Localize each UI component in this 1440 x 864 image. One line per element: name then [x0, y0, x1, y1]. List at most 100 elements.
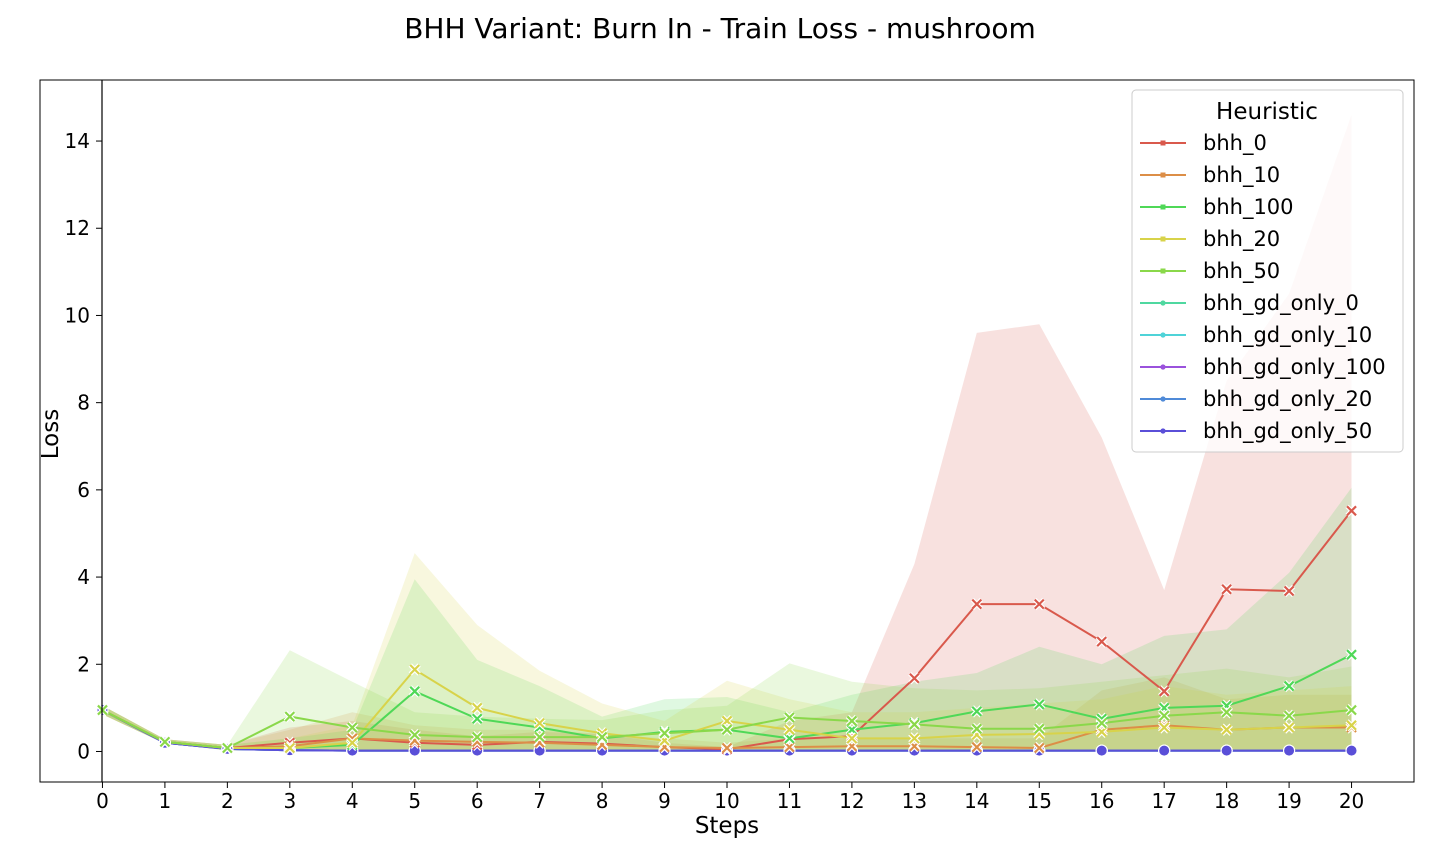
x-tick-label-6: 6 [471, 789, 484, 813]
point-bhh_100-5 [409, 686, 421, 697]
point-bhh_gd_only_50-17 [1158, 744, 1171, 757]
point-bhh_0-17 [1158, 686, 1170, 697]
point-bhh_20-17 [1158, 722, 1170, 733]
point-bhh_50-5 [409, 729, 421, 741]
legend-label-bhh_20: bhh_20 [1203, 227, 1280, 252]
legend-label-bhh_10: bhh_10 [1203, 163, 1280, 188]
legend-marker-bhh_gd_only_50 [1160, 428, 1166, 434]
y-tick-label-8: 8 [77, 391, 90, 415]
x-axis-ticks: 0 1 2 3 4 5 6 7 8 9 10 11 12 13 14 15 16 17 18 19 20 [96, 782, 1364, 813]
point-bhh_0-14 [971, 598, 983, 610]
y-tick-label-6: 6 [77, 478, 90, 502]
point-bhh_50-14 [971, 723, 983, 735]
x-tick-label-7: 7 [533, 789, 546, 813]
x-tick-label-9: 9 [658, 789, 671, 813]
y-tick-label-12: 12 [65, 216, 90, 240]
legend-label-bhh_gd_only_0: bhh_gd_only_0 [1203, 291, 1359, 316]
band-bhh_20 [102, 553, 1352, 751]
y-tick-label-4: 4 [77, 565, 90, 589]
point-bhh_50-3 [284, 711, 296, 722]
point-bhh_20-13 [909, 733, 920, 744]
legend-label-bhh_gd_only_100: bhh_gd_only_100 [1203, 355, 1386, 380]
point-bhh_0-16 [1096, 636, 1108, 647]
point-bhh_gd_only_50-18 [1220, 744, 1233, 757]
point-bhh_0-18 [1221, 583, 1232, 595]
point-bhh_50-2 [222, 742, 233, 754]
y-axis-ticks: 0 2 4 6 8 10 12 14 [65, 129, 102, 763]
point-bhh_0-20 [1346, 505, 1357, 517]
point-bhh_50-4 [346, 722, 358, 733]
point-bhh_100-20 [1346, 649, 1357, 660]
point-bhh_50-12 [846, 715, 858, 727]
point-bhh_50-9 [659, 727, 670, 739]
legend-label-bhh_gd_only_20: bhh_gd_only_20 [1203, 387, 1372, 412]
legend-label-bhh_100: bhh_100 [1203, 195, 1294, 220]
point-bhh_0-19 [1283, 585, 1295, 597]
x-axis-label: Steps [695, 813, 759, 839]
y-tick-label-14: 14 [65, 129, 90, 153]
point-bhh_20-18 [1221, 724, 1232, 735]
band-bhh_0 [102, 114, 1352, 751]
point-bhh_50-11 [784, 712, 795, 723]
point-bhh_50-19 [1283, 710, 1295, 722]
x-tick-label-15: 15 [1027, 789, 1052, 813]
x-tick-label-4: 4 [346, 789, 359, 813]
y-axis-label: Loss [38, 409, 64, 459]
point-bhh_0-15 [1033, 598, 1045, 610]
legend-box [1131, 89, 1404, 453]
x-tick-label-13: 13 [902, 789, 927, 813]
legend-marker-bhh_100 [1160, 204, 1166, 210]
point-bhh_gd_only_50-20 [1345, 744, 1358, 757]
legend-label-bhh_gd_only_10: bhh_gd_only_10 [1203, 323, 1372, 348]
point-bhh_gd_only_50-16 [1095, 744, 1108, 757]
legend-marker-bhh_50 [1160, 268, 1166, 274]
point-bhh_50-17 [1158, 710, 1170, 722]
point-bhh_0-13 [909, 672, 920, 684]
point-bhh_20-12 [846, 733, 858, 744]
point-bhh_100-6 [471, 713, 483, 725]
legend-label-bhh_50: bhh_50 [1203, 259, 1280, 284]
x-tick-label-5: 5 [408, 789, 421, 813]
point-bhh_100-15 [1033, 699, 1045, 710]
point-bhh_50-15 [1033, 723, 1045, 735]
point-bhh_100-19 [1283, 680, 1295, 692]
chart-title: BHH Variant: Burn In - Train Loss - mush… [404, 12, 1036, 45]
legend-marker-bhh_0 [1160, 140, 1166, 146]
point-bhh_50-16 [1096, 717, 1108, 729]
x-tick-label-1: 1 [159, 789, 172, 813]
x-tick-label-3: 3 [283, 789, 296, 813]
point-bhh_20-11 [784, 724, 795, 735]
legend-marker-bhh_gd_only_10 [1160, 332, 1166, 338]
point-bhh_50-20 [1346, 704, 1357, 716]
point-bhh_50-13 [909, 719, 920, 730]
point-bhh_20-7 [534, 717, 545, 729]
legend-marker-bhh_gd_only_20 [1160, 396, 1166, 402]
legend-marker-bhh_10 [1160, 172, 1166, 178]
x-tick-label-10: 10 [714, 789, 739, 813]
point-bhh_10-14 [971, 741, 983, 753]
point-bhh_50-18 [1221, 706, 1232, 718]
x-tick-label-19: 19 [1276, 789, 1301, 813]
legend-label-bhh_gd_only_50: bhh_gd_only_50 [1203, 419, 1372, 444]
y-tick-label-0: 0 [77, 739, 90, 763]
point-bhh_20-4 [346, 737, 358, 749]
y-tick-label-2: 2 [77, 652, 90, 676]
point-bhh_100-14 [971, 706, 983, 717]
x-tick-label-2: 2 [221, 789, 234, 813]
x-tick-label-11: 11 [777, 789, 802, 813]
legend-label-bhh_0: bhh_0 [1203, 131, 1267, 156]
band-bhh_100 [102, 487, 1352, 751]
legend-marker-bhh_20 [1160, 236, 1166, 242]
legend-marker-bhh_gd_only_0 [1160, 300, 1166, 306]
x-tick-label-18: 18 [1214, 789, 1239, 813]
legend: Heuristic bhh_0 bhh_10 bhh_100 bhh_20 bhh_50… [1131, 89, 1404, 453]
point-bhh_20-6 [471, 702, 483, 714]
x-tick-label-8: 8 [596, 789, 609, 813]
band-bhh_50 [102, 650, 1352, 751]
series-markers [96, 504, 1358, 757]
point-bhh_50-6 [471, 731, 483, 743]
point-bhh_20-20 [1346, 720, 1357, 731]
point-bhh_50-10 [721, 724, 733, 735]
point-bhh_20-3 [284, 742, 296, 754]
